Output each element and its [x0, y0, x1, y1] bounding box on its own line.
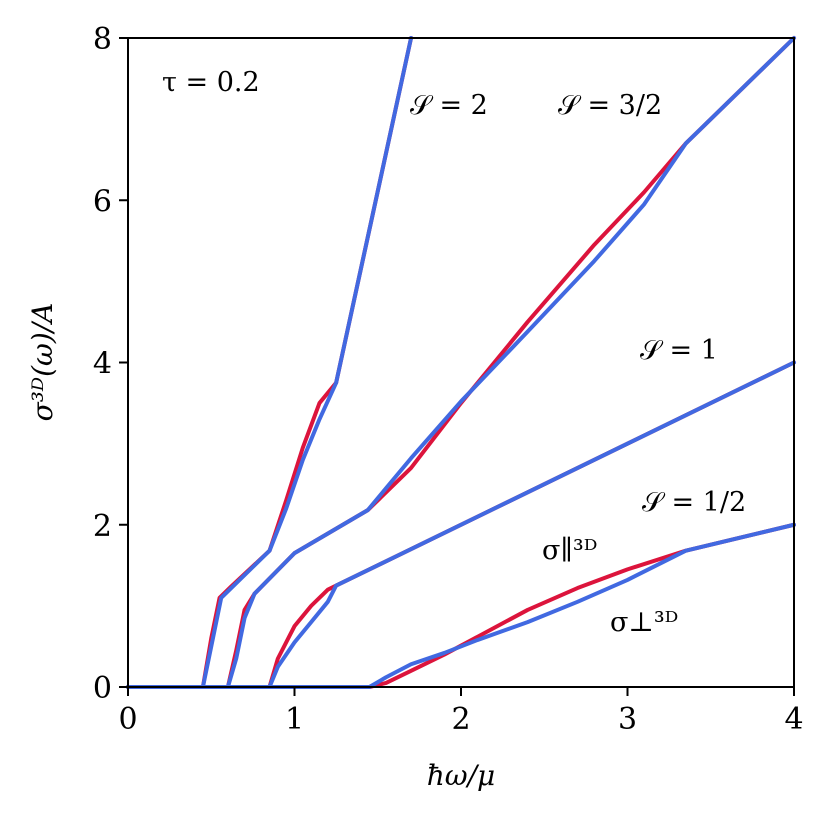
y-tick-label: 4 [93, 347, 112, 382]
series-line-S=1-2-parallel [126, 522, 796, 689]
series-line-S=3-2-perp [126, 36, 796, 689]
series-layer [126, 36, 796, 689]
annotation-sigma-perp: σ⊥³ᴰ [610, 607, 678, 638]
x-tick-label: 4 [784, 702, 803, 737]
y-axis-label: σ³ᴰ(ω)/A [26, 303, 59, 422]
y-tick-label: 0 [93, 671, 112, 706]
annotation-s2: 𝒮 = 2 [410, 90, 488, 121]
series-line-S=1-perp [126, 360, 796, 689]
x-tick-label: 3 [618, 702, 637, 737]
x-tick-label: 2 [451, 702, 470, 737]
x-tick-label: 1 [285, 702, 304, 737]
y-tick-label: 8 [93, 22, 112, 57]
y-tick-label: 6 [93, 184, 112, 219]
x-tick-label: 0 [118, 702, 137, 737]
x-axis-label: ħω/μ [427, 759, 496, 792]
annotation-s1: 𝒮 = 1 [640, 335, 718, 366]
annotation-s12: 𝒮 = 1/2 [642, 487, 746, 518]
series-line-S=1-2-perp [126, 522, 796, 689]
annotation-sigma-parallel: σ∥³ᴰ [542, 535, 597, 566]
annotation-s32: 𝒮 = 3/2 [558, 90, 662, 121]
annotation-tau: τ = 0.2 [162, 67, 260, 98]
tick-layer: 0 1 2 3 4 0 2 4 6 8 [93, 22, 804, 737]
y-tick-label: 2 [93, 509, 112, 544]
series-line-S=2-perp [126, 36, 414, 689]
